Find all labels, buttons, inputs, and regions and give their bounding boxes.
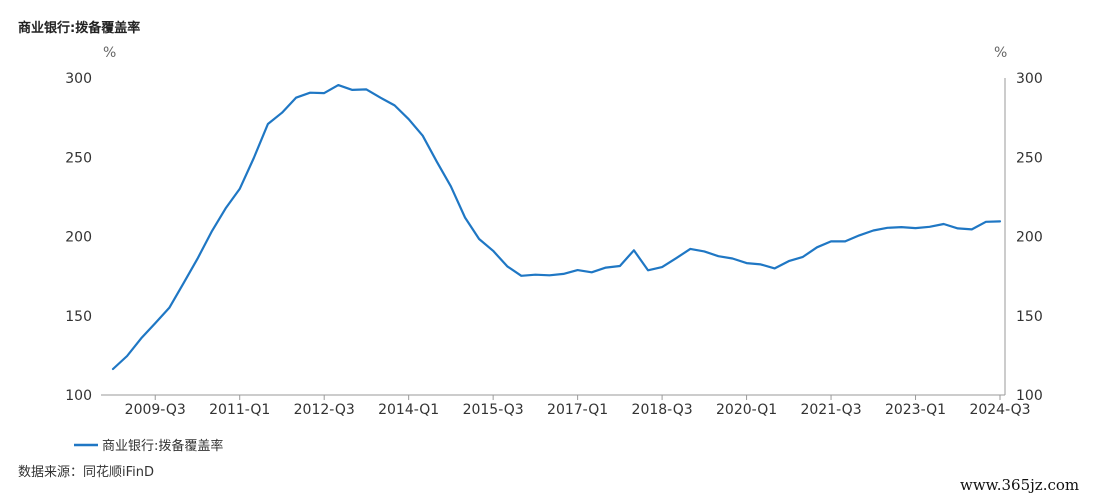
right-y-axis-labels: 100 150 200 250 300 (1016, 71, 1043, 404)
legend[interactable]: 商业银行:拨备覆盖率 (74, 438, 223, 454)
series-group (111, 83, 1002, 371)
left-y-tick-label: 250 (65, 150, 92, 166)
left-y-tick-label: 200 (65, 230, 92, 246)
x-tick-label: 2011-Q1 (209, 402, 270, 418)
x-tick-label: 2021-Q3 (800, 402, 861, 418)
x-tick-label: 2014-Q1 (378, 402, 439, 418)
x-tick-label: 2017-Q1 (547, 402, 608, 418)
x-tick-label: 2015-Q3 (463, 402, 524, 418)
x-tick-label: 2018-Q3 (632, 402, 693, 418)
right-y-unit: % (994, 45, 1007, 61)
left-y-tick-label: 100 (65, 388, 92, 404)
series-line (111, 83, 1002, 371)
right-y-tick-label: 250 (1016, 150, 1043, 166)
right-y-tick-label: 200 (1016, 230, 1043, 246)
x-axis-ticks (154, 395, 1001, 400)
x-tick-label: 2012-Q3 (294, 402, 355, 418)
x-tick-label: 2020-Q1 (716, 402, 777, 418)
left-y-tick-label: 300 (65, 71, 92, 87)
right-y-tick-label: 300 (1016, 71, 1043, 87)
left-y-unit: % (103, 45, 116, 61)
x-tick-label: 2023-Q1 (885, 402, 946, 418)
source-text: 数据来源：同花顺iFinD (18, 464, 154, 480)
left-y-tick-label: 150 (65, 309, 92, 325)
watermark: www.365jz.com (960, 476, 1079, 494)
left-y-axis-labels: 100 150 200 250 300 (65, 71, 92, 404)
legend-label: 商业银行:拨备覆盖率 (102, 438, 223, 454)
right-y-tick-label: 100 (1016, 388, 1043, 404)
chart-title: 商业银行:拨备覆盖率 (18, 20, 140, 36)
right-y-tick-label: 150 (1016, 309, 1043, 325)
x-tick-label: 2024-Q3 (969, 402, 1030, 418)
x-axis-labels: 2009-Q3 2011-Q1 2012-Q3 2014-Q1 2015-Q3 2017-… (125, 402, 1031, 418)
x-tick-label: 2009-Q3 (125, 402, 186, 418)
